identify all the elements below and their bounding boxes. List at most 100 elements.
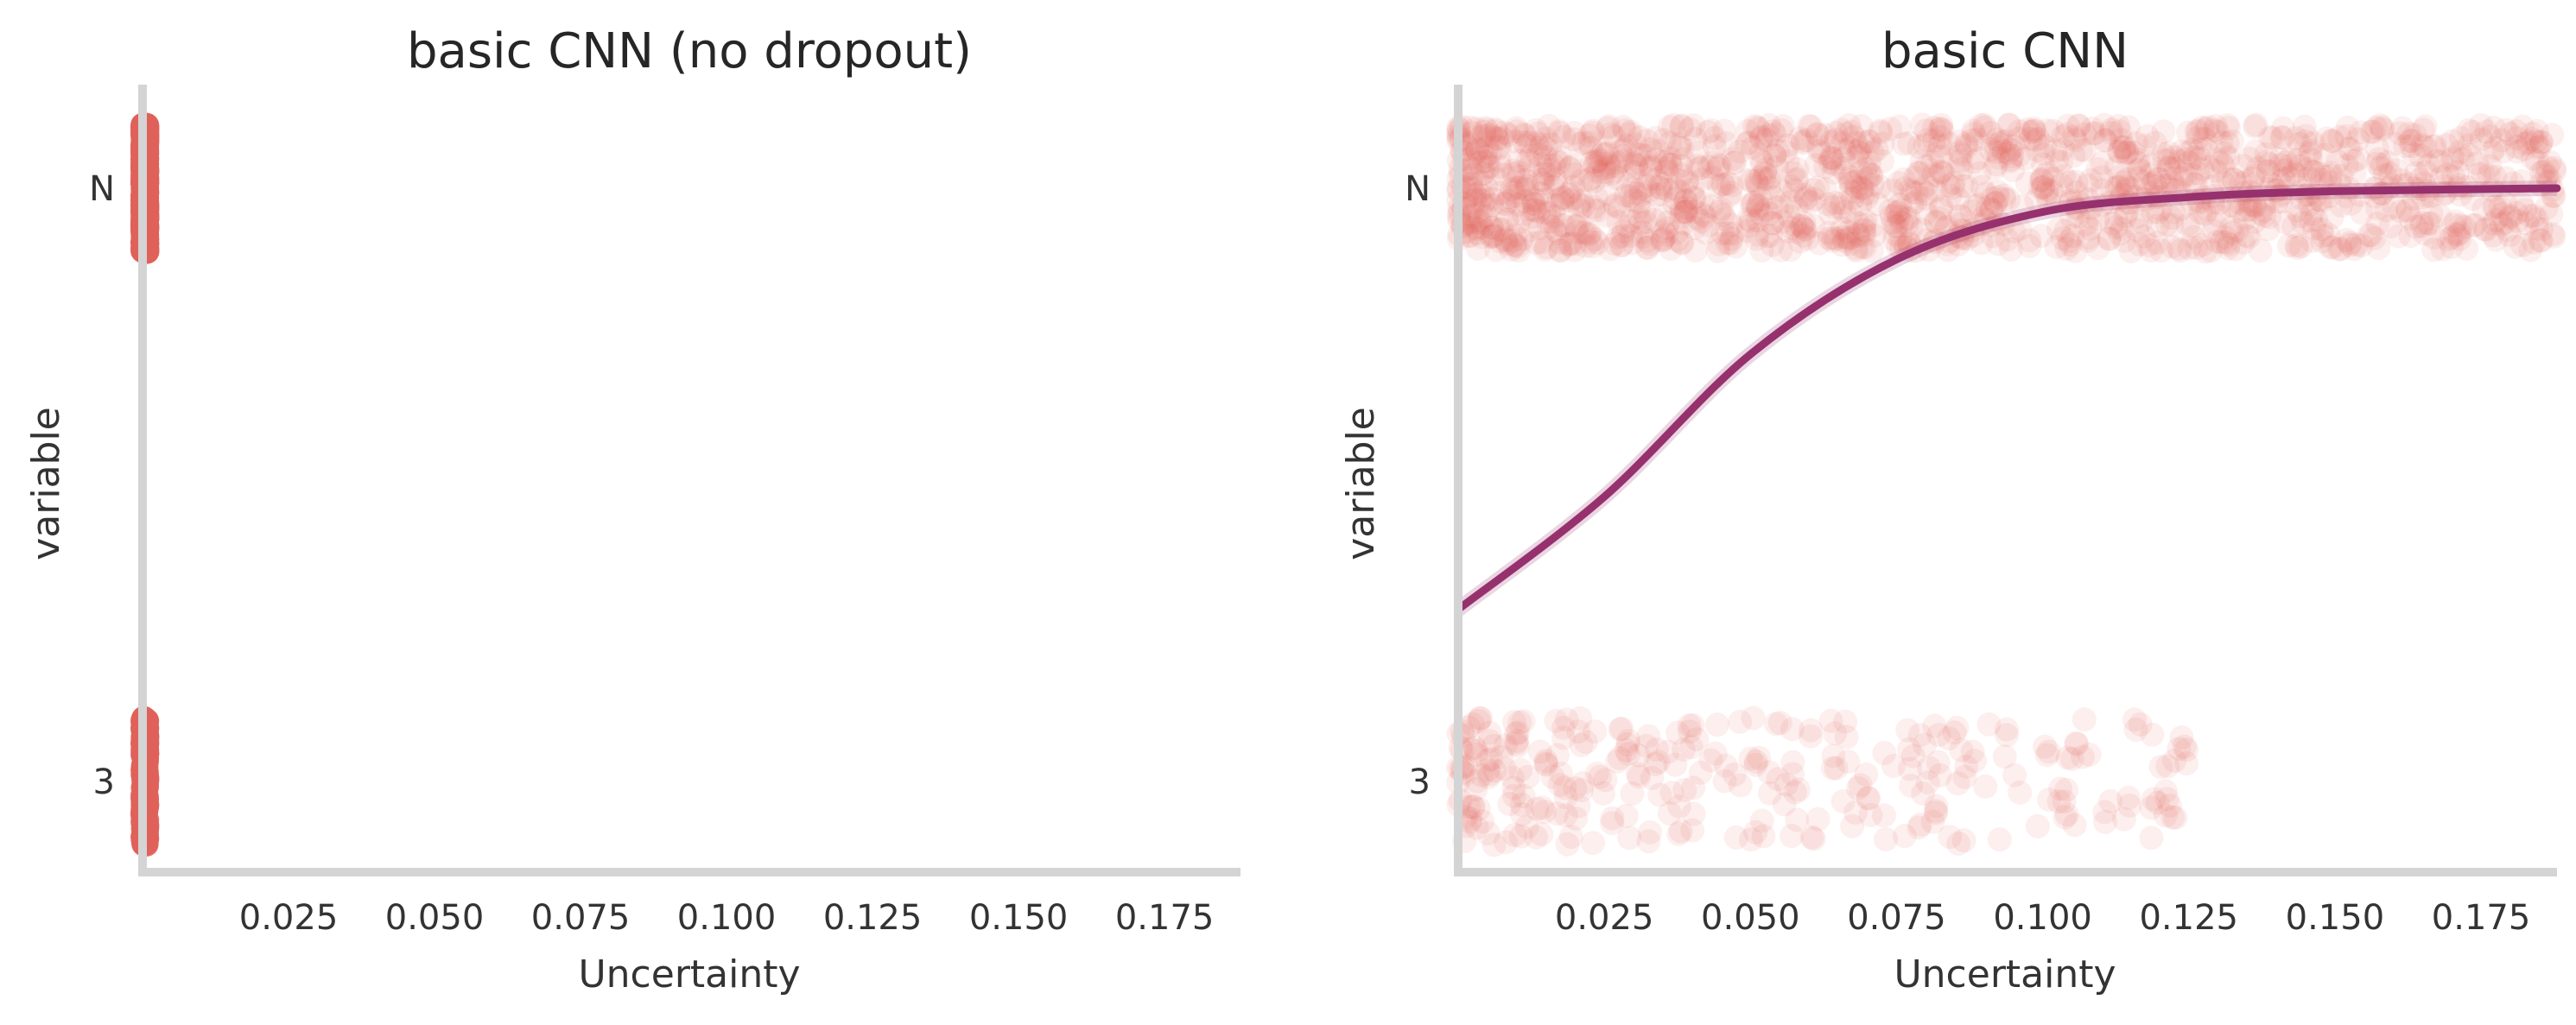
data-point xyxy=(2046,217,2071,242)
data-point xyxy=(1481,124,1506,149)
data-point xyxy=(1580,234,1605,259)
data-point xyxy=(1801,177,1826,202)
data-point xyxy=(1618,184,1643,209)
data-point xyxy=(1595,181,1620,206)
data-point xyxy=(2537,149,2562,174)
data-point xyxy=(1612,117,1637,142)
data-point xyxy=(1569,732,1594,757)
data-point xyxy=(1674,170,1699,195)
data-point xyxy=(2143,174,2168,199)
data-point xyxy=(2522,230,2547,255)
data-point xyxy=(1798,190,1823,215)
data-point xyxy=(2361,119,2386,144)
data-point xyxy=(1748,187,1773,212)
data-point xyxy=(1850,176,1875,201)
data-point xyxy=(2286,147,2311,172)
data-point xyxy=(1558,232,1583,257)
data-point xyxy=(1506,192,1531,217)
data-point xyxy=(2145,231,2170,256)
data-point xyxy=(1534,235,1559,260)
data-point xyxy=(1967,161,1992,186)
data-point xyxy=(2188,200,2213,225)
data-point xyxy=(2167,238,2192,263)
x-axis-label: Uncertainty xyxy=(578,952,800,997)
data-point xyxy=(1745,208,1770,233)
data-point xyxy=(1467,207,1492,232)
data-point xyxy=(1479,224,1504,249)
data-point xyxy=(1813,155,1838,180)
data-point xyxy=(2294,123,2319,149)
data-point xyxy=(2024,187,2049,212)
data-point xyxy=(1738,827,1763,852)
data-point xyxy=(2491,139,2516,164)
data-point xyxy=(1843,169,1869,194)
data-point xyxy=(1633,209,1658,234)
data-point xyxy=(1534,187,1559,212)
data-point xyxy=(2215,113,2240,138)
data-point xyxy=(2298,147,2323,172)
data-point xyxy=(1986,145,2011,170)
data-point xyxy=(1548,238,1573,263)
data-point xyxy=(1489,217,1514,242)
data-point xyxy=(1556,232,1581,257)
data-point xyxy=(2112,141,2137,166)
data-point xyxy=(2528,228,2554,253)
data-point xyxy=(1845,143,1870,168)
data-point xyxy=(2195,197,2220,222)
data-point xyxy=(1711,172,1736,197)
points xyxy=(1446,112,2567,857)
data-point xyxy=(1475,135,1500,160)
data-point xyxy=(2430,237,2455,262)
data-point xyxy=(1493,226,1518,251)
data-point xyxy=(1748,148,1773,173)
data-point xyxy=(1762,122,1787,147)
data-point xyxy=(2060,224,2085,249)
data-point xyxy=(1778,237,1803,263)
data-point xyxy=(2167,236,2192,261)
data-point xyxy=(1834,121,1859,146)
data-point xyxy=(1769,117,1794,142)
data-point xyxy=(1995,141,2021,166)
data-point xyxy=(1578,135,1603,160)
data-point xyxy=(1511,122,1536,147)
data-point xyxy=(1821,160,1846,185)
data-point xyxy=(1618,224,1643,249)
data-point xyxy=(2345,127,2370,152)
data-point xyxy=(2497,223,2522,248)
data-point xyxy=(2116,176,2141,201)
data-point xyxy=(1690,191,1715,216)
data-point xyxy=(1833,709,1858,734)
data-point xyxy=(2022,118,2047,143)
y-tick-label: 3 xyxy=(1409,762,1431,802)
data-point xyxy=(2358,223,2383,248)
data-point xyxy=(1851,217,1876,242)
data-point xyxy=(1459,176,1484,201)
data-point xyxy=(1515,174,1540,199)
data-point xyxy=(1570,220,1596,245)
data-point xyxy=(1892,176,1917,201)
data-point xyxy=(1504,116,1529,141)
data-point xyxy=(1634,174,1659,199)
data-point xyxy=(2284,162,2309,187)
data-point xyxy=(2419,201,2444,226)
data-point xyxy=(1753,161,1778,186)
data-point xyxy=(1746,197,1771,222)
data-point xyxy=(2452,214,2478,239)
data-point xyxy=(2535,155,2560,180)
data-point xyxy=(2542,159,2567,184)
data-point xyxy=(2292,114,2317,139)
data-point xyxy=(1611,219,1636,244)
data-point xyxy=(1558,825,1583,850)
data-point xyxy=(2285,198,2310,223)
data-point xyxy=(1574,234,1599,259)
data-point xyxy=(1489,125,1514,150)
data-point xyxy=(1558,231,1583,256)
data-point xyxy=(2054,236,2079,261)
data-point xyxy=(1680,177,1705,202)
data-point xyxy=(2409,213,2434,238)
data-point xyxy=(1749,238,1774,263)
data-point xyxy=(1979,198,2004,223)
data-point xyxy=(1741,705,1766,731)
data-point xyxy=(1864,136,1889,161)
data-point xyxy=(2192,126,2217,151)
